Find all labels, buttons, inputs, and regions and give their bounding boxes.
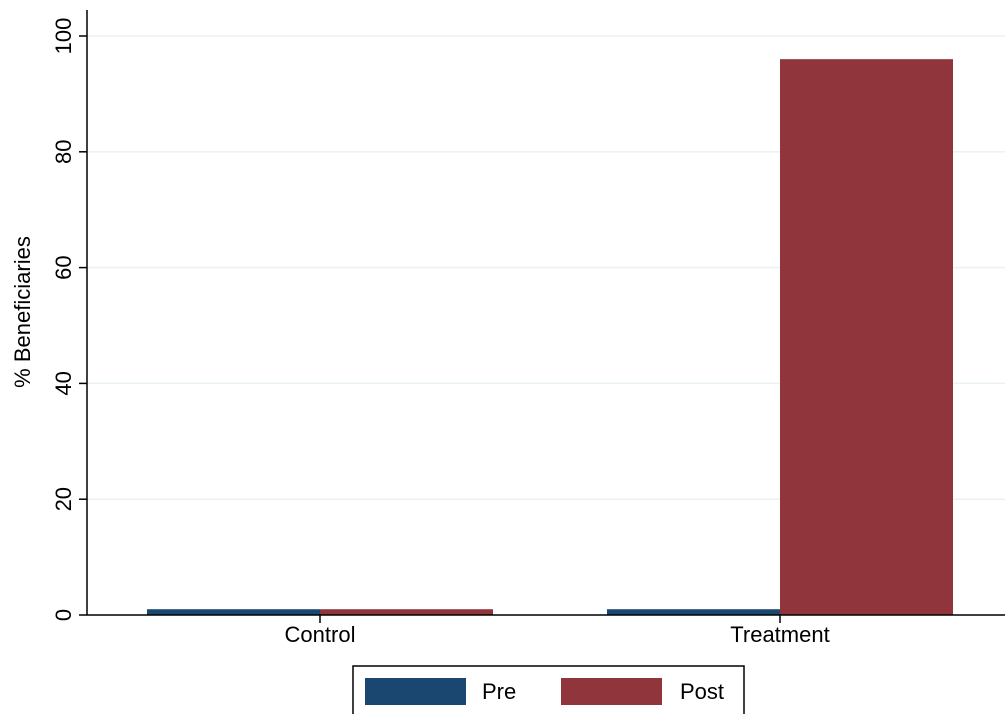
bar-post-treatment — [780, 59, 953, 616]
y-tick-label: 0 — [51, 609, 76, 621]
bar-pre-control — [147, 609, 320, 615]
bar-pre-treatment — [607, 609, 780, 615]
y-axis-title: % Beneficiaries — [10, 236, 35, 388]
y-tick-label: 20 — [51, 487, 76, 511]
legend-label-pre: Pre — [482, 679, 516, 704]
legend: Pre Post — [352, 665, 745, 714]
y-tick-label: 40 — [51, 371, 76, 395]
x-tick-label: Treatment — [730, 622, 829, 647]
y-axis-ticks: 0 20 40 60 80 100 — [51, 18, 87, 621]
x-axis-ticks: Control Treatment — [285, 615, 830, 647]
bars — [147, 59, 953, 616]
y-tick-label: 80 — [51, 140, 76, 164]
bar-post-control — [320, 609, 493, 615]
legend-swatch-pre — [365, 678, 466, 705]
y-tick-label: 60 — [51, 255, 76, 279]
legend-label-post: Post — [680, 679, 724, 704]
legend-swatch-post — [561, 678, 662, 705]
x-tick-label: Control — [285, 622, 356, 647]
y-tick-label: 100 — [51, 18, 76, 55]
